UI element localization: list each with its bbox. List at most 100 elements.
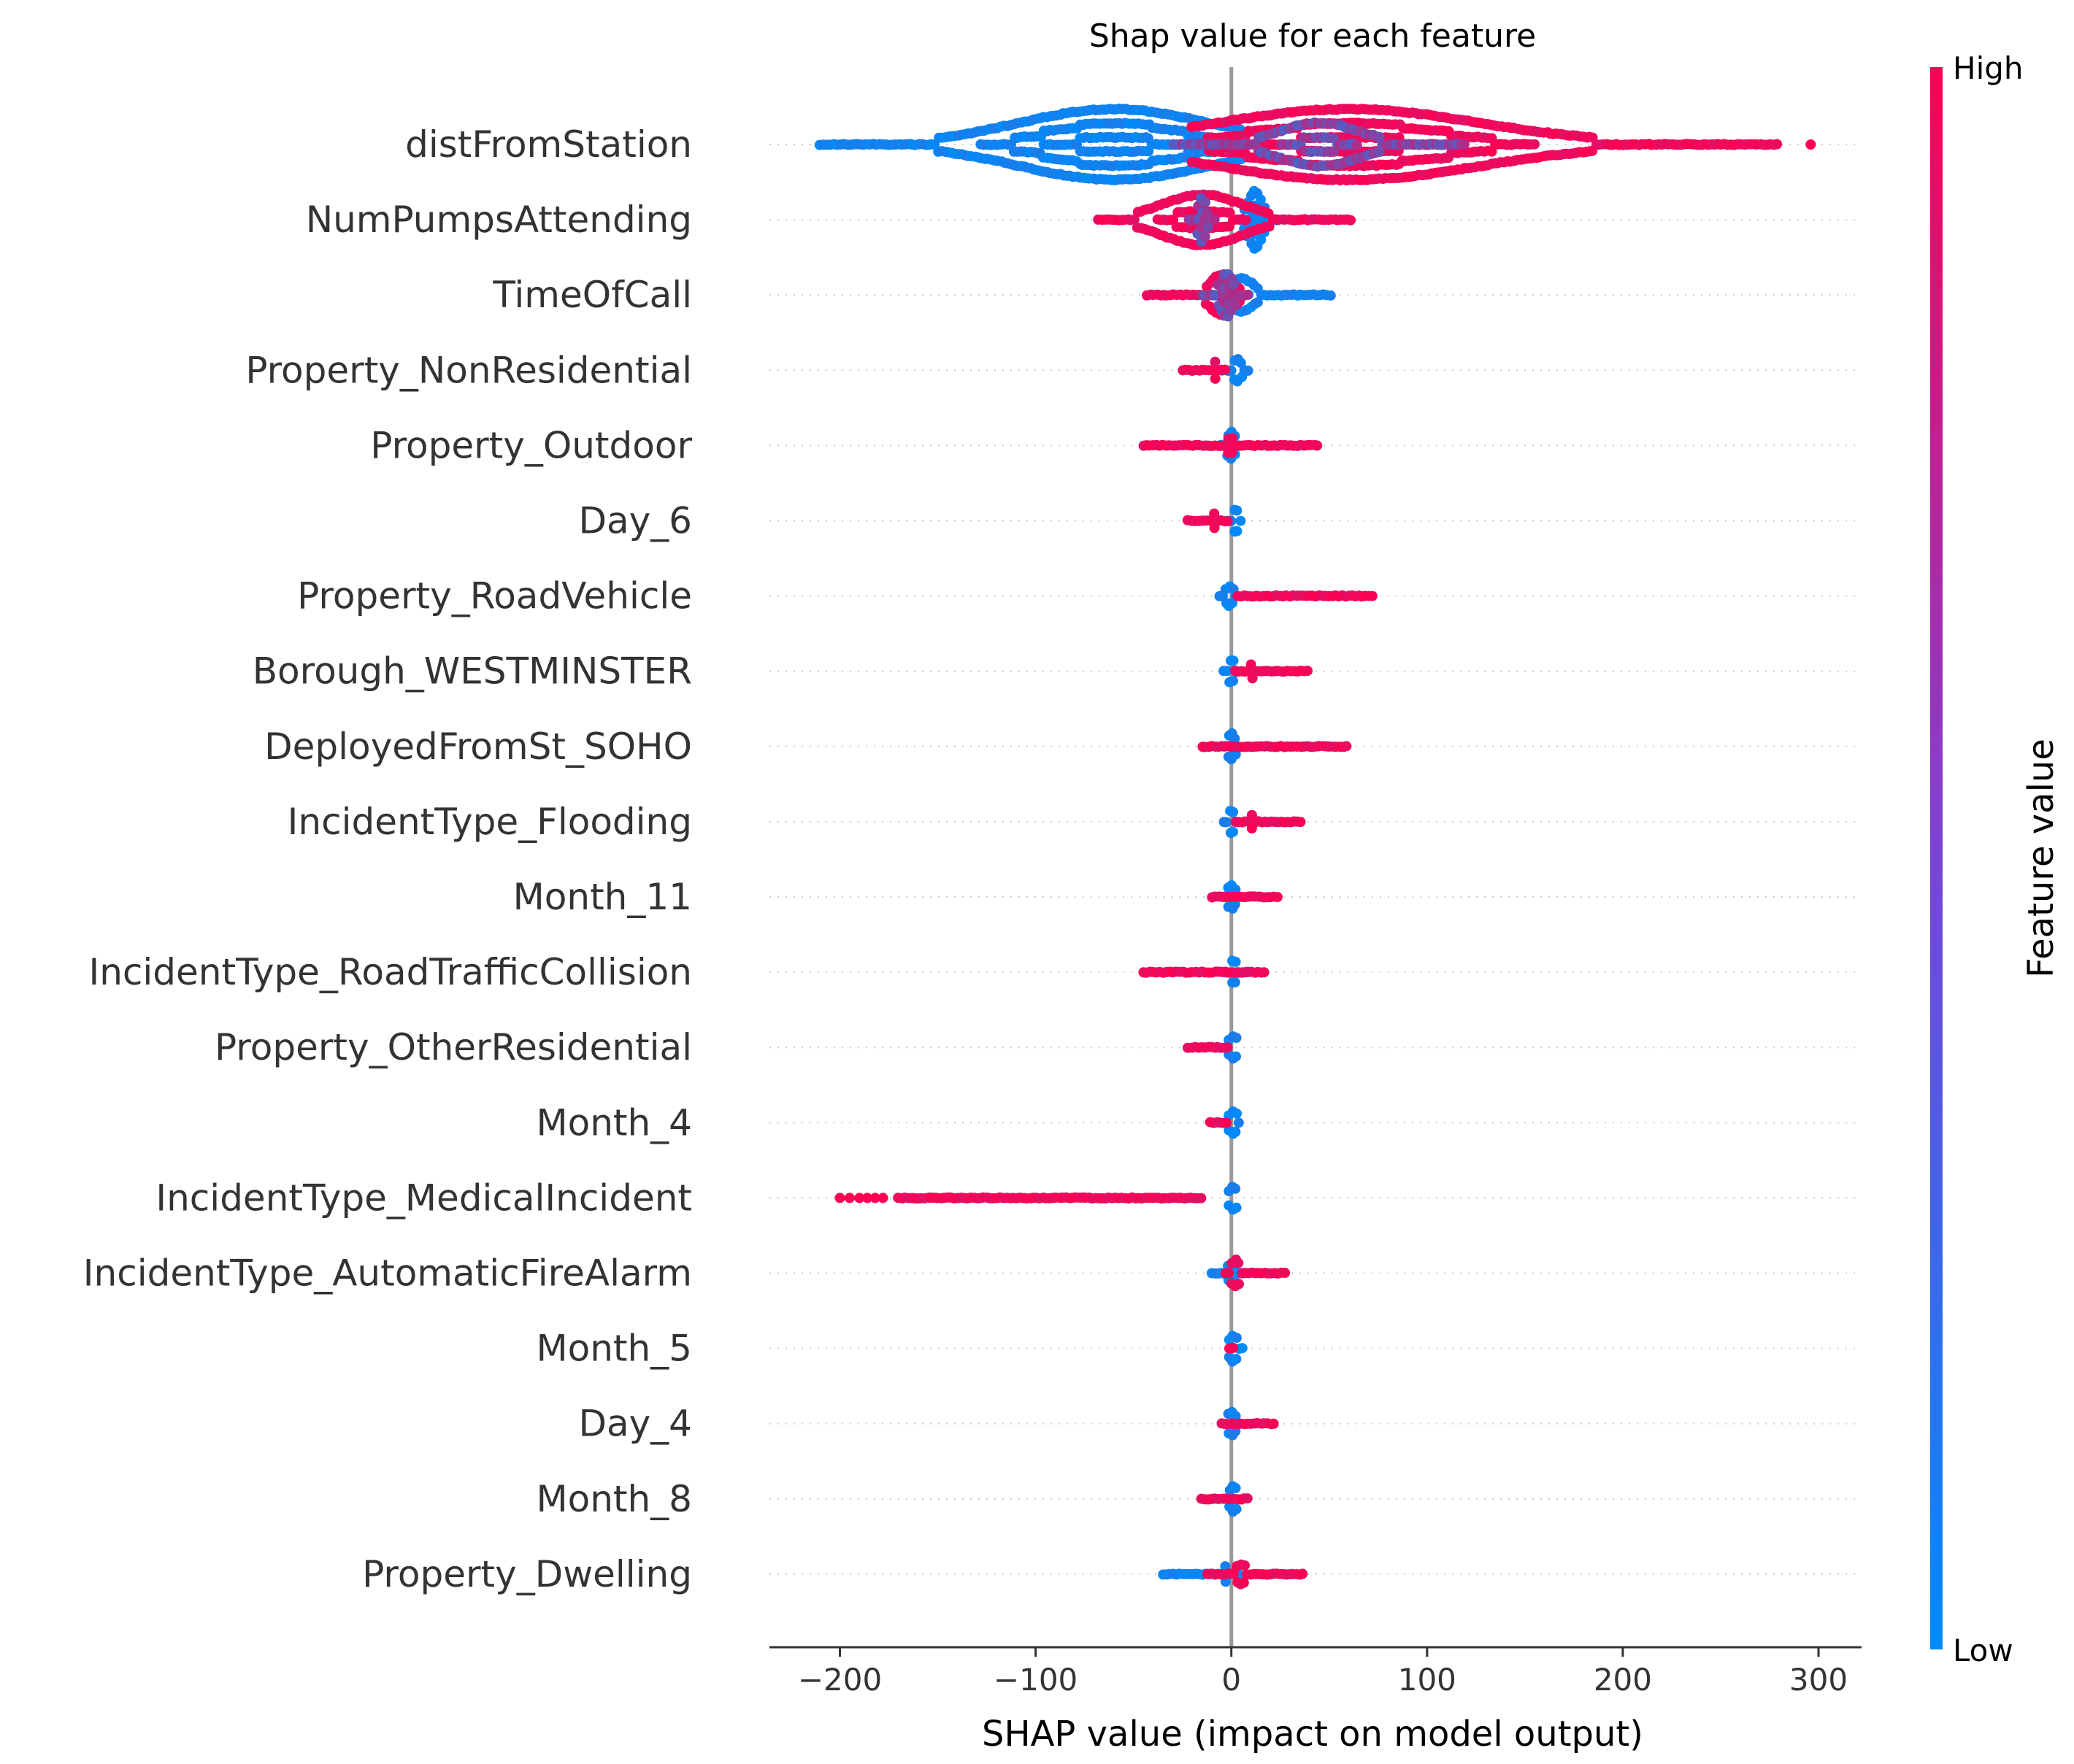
- feature-label-16: Month_5: [536, 1328, 692, 1370]
- shap-point-14: [1196, 1193, 1207, 1203]
- colorbar-title: Feature value: [2021, 739, 2062, 978]
- feature-label-1: NumPumpsAttending: [306, 199, 692, 241]
- shap-point-9: [1221, 817, 1232, 828]
- shap-point-18: [1242, 1493, 1253, 1504]
- feature-row-0: [814, 103, 1816, 186]
- feature-label-0: distFromStation: [405, 123, 692, 166]
- shap-point-9: [1228, 806, 1239, 817]
- shap-point-11: [1230, 956, 1241, 967]
- feature-row-1: [1093, 185, 1356, 254]
- shap-point-14: [844, 1193, 855, 1203]
- feature-row-9: [1218, 806, 1306, 839]
- shap-point-3: [1210, 356, 1221, 367]
- feature-label-13: Month_4: [536, 1101, 692, 1144]
- shap-point-8: [1341, 741, 1352, 752]
- shap-point-2: [1252, 297, 1263, 308]
- shap-point-5: [1235, 515, 1246, 526]
- shap-point-3: [1243, 365, 1253, 376]
- x-tick-label: 300: [1789, 1662, 1848, 1698]
- shap-point-14: [862, 1193, 873, 1203]
- feature-row-7: [1218, 655, 1313, 688]
- feature-row-19: [1158, 1559, 1308, 1590]
- shap-point-5: [1222, 516, 1233, 527]
- shap-point-1: [1200, 197, 1211, 208]
- colorbar: [1930, 67, 1943, 1649]
- feature-label-19: Property_Dwelling: [362, 1553, 692, 1595]
- shap-point-13: [1230, 1126, 1241, 1137]
- shap-point-11: [1259, 967, 1270, 978]
- shap-point-1: [1209, 214, 1220, 225]
- feature-label-12: Property_OtherResidential: [215, 1026, 692, 1068]
- feature-label-17: Day_4: [578, 1403, 692, 1445]
- shap-point-19: [1240, 1560, 1250, 1571]
- feature-row-3: [1178, 354, 1253, 387]
- feature-row-14: [834, 1182, 1242, 1215]
- feature-row-4: [1138, 426, 1323, 464]
- shap-point-14: [854, 1193, 865, 1203]
- shap-point-1: [1345, 215, 1356, 226]
- shap-point-0: [1374, 131, 1385, 142]
- shap-point-13: [1221, 1117, 1232, 1128]
- x-axis-title: SHAP value (impact on model output): [982, 1714, 1643, 1755]
- shap-point-7: [1221, 666, 1232, 677]
- feature-label-11: IncidentType_RoadTrafficCollision: [88, 951, 692, 993]
- shap-point-15: [1224, 1268, 1234, 1279]
- shap-point-12: [1231, 1051, 1241, 1062]
- shap-point-15: [1280, 1268, 1291, 1278]
- shap-point-16: [1231, 1354, 1242, 1364]
- shap-point-5: [1232, 505, 1243, 516]
- colorbar-high-label: High: [1953, 50, 2024, 86]
- x-tick-label: −200: [798, 1662, 882, 1698]
- x-tick-label: 100: [1398, 1662, 1456, 1698]
- shap-point-10: [1272, 892, 1283, 903]
- shap-point-5: [1232, 525, 1243, 536]
- feature-label-5: Day_6: [578, 500, 692, 542]
- shap-point-3: [1210, 373, 1221, 384]
- shap-point-6: [1367, 590, 1378, 601]
- x-tick-label: 200: [1594, 1662, 1652, 1698]
- shap-point-14: [834, 1193, 845, 1203]
- feature-row-8: [1197, 728, 1352, 765]
- feature-label-15: IncidentType_AutomaticFireAlarm: [83, 1252, 692, 1295]
- feature-row-11: [1138, 955, 1270, 988]
- shap-point-2: [1242, 289, 1253, 300]
- shap-point-0: [1529, 139, 1540, 150]
- feature-label-6: Property_RoadVehicle: [297, 575, 692, 617]
- x-tick-label: 0: [1221, 1662, 1241, 1698]
- feature-row-6: [1214, 581, 1378, 612]
- shap-point-12: [1231, 1033, 1242, 1043]
- feature-label-14: IncidentType_MedicalIncident: [155, 1176, 692, 1219]
- shap-point-16: [1231, 1333, 1242, 1344]
- feature-row-12: [1182, 1031, 1242, 1064]
- shap-point-11: [1229, 977, 1240, 987]
- feature-row-17: [1216, 1406, 1279, 1441]
- shap-point-16: [1228, 1342, 1239, 1353]
- feature-label-4: Property_Outdoor: [370, 424, 692, 466]
- shap-point-12: [1222, 1042, 1233, 1052]
- chart-title: Shap value for each feature: [1089, 18, 1536, 55]
- shap-point-13: [1233, 1117, 1244, 1128]
- shap-point-14: [1231, 1202, 1242, 1213]
- feature-label-8: DeployedFromSt_SOHO: [264, 725, 692, 768]
- shap-point-1: [1240, 215, 1251, 226]
- shap-point-18: [1230, 1482, 1241, 1493]
- x-axis-ticks: −200 −100 0 100 200 300: [798, 1647, 1848, 1698]
- shap-point-7: [1228, 655, 1239, 666]
- shap-point-2: [1210, 290, 1221, 301]
- shap-point-1: [1199, 231, 1210, 242]
- shap-point-9: [1228, 826, 1239, 837]
- shap-point-4: [1312, 440, 1323, 451]
- shap-point-17: [1268, 1418, 1279, 1429]
- feature-label-7: Borough_WESTMINSTER: [253, 650, 692, 693]
- feature-label-10: Month_11: [513, 876, 692, 918]
- shap-point-19: [1297, 1568, 1308, 1579]
- shap-point-9: [1295, 817, 1306, 828]
- shap-point-0: [1351, 139, 1362, 150]
- shap-point-3: [1220, 364, 1231, 375]
- feature-label-2: TimeOfCall: [492, 274, 692, 316]
- shap-point-7: [1228, 675, 1239, 686]
- row-gridlines: [769, 144, 1862, 1575]
- feature-row-5: [1182, 504, 1246, 537]
- feature-labels: distFromStation NumPumpsAttending TimeOfCa…: [83, 123, 693, 1595]
